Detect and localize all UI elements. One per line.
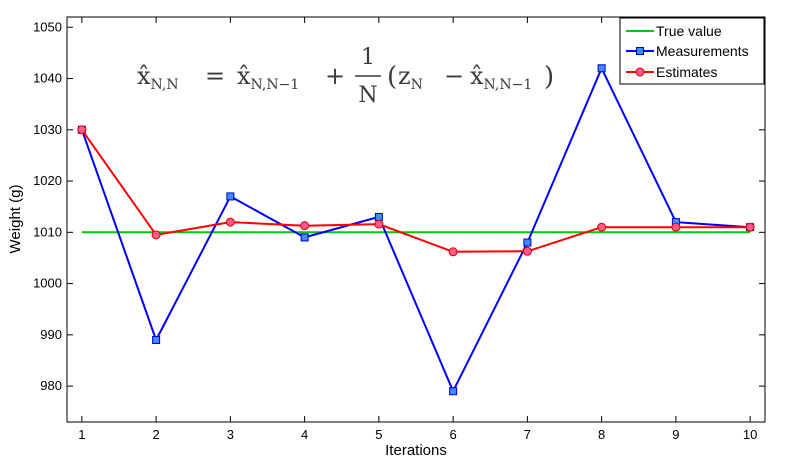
legend-label-estimates: Estimates: [656, 64, 717, 80]
formula-minus: −: [444, 62, 464, 90]
data-point-measurements: [597, 64, 606, 73]
data-point-measurements: [152, 335, 161, 344]
formula-plus: +: [325, 62, 345, 90]
y-tick-label: 1000: [33, 276, 62, 291]
formula-equals: =: [205, 62, 225, 90]
legend-marker-estimates: [635, 67, 645, 77]
y-tick-label: 1050: [33, 19, 62, 34]
formula-lhs: x̂N,N: [137, 62, 179, 93]
formula-paren-open: (: [387, 62, 397, 92]
y-tick-label: 1040: [33, 71, 62, 86]
data-point-measurements: [449, 387, 458, 396]
x-tick-label: 10: [743, 427, 757, 442]
y-tick-label: 980: [40, 378, 62, 393]
y-tick-label: 1030: [33, 122, 62, 137]
series-layer: [77, 64, 755, 396]
data-point-estimates: [597, 222, 607, 232]
y-tick-label: 1020: [33, 173, 62, 188]
x-tick-label: 3: [227, 427, 234, 442]
legend-label-measurements: Measurements: [656, 43, 749, 59]
data-point-estimates: [745, 222, 755, 232]
data-point-measurements: [226, 192, 235, 201]
x-tick-label: 6: [450, 427, 457, 442]
x-tick-label: 7: [524, 427, 531, 442]
data-point-measurements: [523, 238, 532, 247]
formula-prev-estimate-2: x̂N,N−1: [470, 62, 532, 93]
x-tick-label: 2: [152, 427, 159, 442]
data-point-estimates: [374, 219, 384, 229]
x-tick-label: 5: [375, 427, 382, 442]
x-tick-label: 9: [672, 427, 679, 442]
series-line-measurements: [80, 67, 751, 393]
y-axis-label: Weight (g): [7, 185, 24, 254]
series-estimates: [77, 125, 755, 257]
legend-label-true-value: True value: [656, 23, 722, 39]
x-axis-label: Iterations: [385, 442, 447, 459]
x-tick-label: 1: [78, 427, 85, 442]
data-point-estimates: [671, 222, 681, 232]
series-line-estimates: [81, 129, 751, 253]
data-point-measurements: [374, 212, 383, 221]
legend-marker-measurements: [636, 47, 644, 55]
data-point-estimates: [151, 230, 161, 240]
data-point-estimates: [300, 221, 310, 231]
data-point-estimates: [225, 217, 235, 227]
data-point-estimates: [448, 247, 458, 257]
x-axis: 1 2 3 4 5 6 7 8 9 10: [78, 17, 757, 442]
y-tick-label: 1010: [33, 224, 62, 239]
data-point-estimates: [522, 246, 532, 256]
formula-frac-den: N: [358, 83, 377, 108]
x-tick-label: 8: [598, 427, 605, 442]
data-point-estimates: [77, 125, 87, 135]
legend: True value Measurements Estimates: [619, 17, 765, 85]
formula-measurement: zN: [398, 62, 423, 93]
formula-paren-close: ): [544, 62, 554, 92]
x-tick-label: 4: [301, 427, 308, 442]
formula-annotation: x̂N,N = x̂N,N−1 + 1 N ( zN − x̂N,N−1 ): [137, 45, 554, 108]
y-tick-label: 990: [40, 327, 62, 342]
data-point-measurements: [300, 233, 309, 242]
y-axis: 980 990 1000 1010 1020 1030 1040 1050: [33, 19, 765, 393]
formula-prev-estimate: x̂N,N−1: [237, 62, 299, 93]
formula-frac-num: 1: [361, 45, 375, 70]
